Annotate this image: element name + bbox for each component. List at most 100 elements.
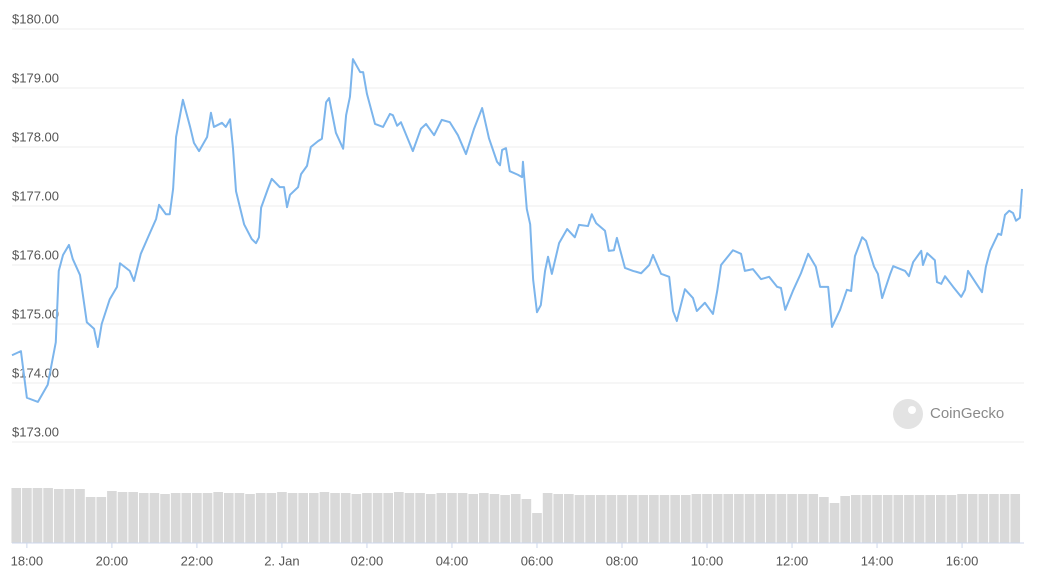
- y-tick-label: $180.00: [12, 11, 59, 26]
- volume-bar: [149, 493, 160, 543]
- volume-bar: [128, 492, 138, 543]
- volume-bar: [75, 489, 85, 543]
- volume-bar: [797, 494, 808, 543]
- volume-bar: [266, 493, 277, 543]
- x-tick-label: 02:00: [351, 553, 384, 568]
- x-tick-label: 04:00: [436, 553, 469, 568]
- volume-bar: [447, 493, 457, 543]
- volume-bar: [500, 495, 510, 543]
- volume-bar: [298, 493, 308, 543]
- volume-bar: [43, 488, 53, 543]
- x-tick-label: 08:00: [606, 553, 639, 568]
- x-tick-label: 10:00: [691, 553, 724, 568]
- volume-bar: [181, 493, 192, 543]
- volume-bar: [521, 499, 532, 543]
- y-tick-label: $179.00: [12, 70, 59, 85]
- volume-bar: [383, 493, 394, 543]
- volume-bar: [967, 494, 978, 543]
- volume-bar: [946, 495, 957, 543]
- volume-bar: [11, 488, 22, 543]
- volume-bar: [627, 495, 638, 543]
- volume-bar: [479, 493, 489, 543]
- volume-bar: [319, 492, 330, 543]
- volume-bar: [935, 495, 946, 543]
- volume-bar: [744, 494, 755, 543]
- volume-bar: [850, 495, 861, 543]
- volume-bar: [213, 492, 223, 543]
- volume-bar: [96, 497, 107, 543]
- volume-bar: [670, 495, 680, 543]
- volume-bar: [787, 494, 797, 543]
- y-tick-label: $176.00: [12, 247, 59, 262]
- volume-bar: [202, 493, 213, 543]
- x-tick-label: 14:00: [861, 553, 894, 568]
- x-tick-label: 20:00: [96, 553, 129, 568]
- y-tick-label: $178.00: [12, 129, 59, 144]
- volume-bar: [170, 493, 181, 543]
- volume-bar: [234, 493, 245, 543]
- volume-bar: [989, 494, 999, 543]
- volume-bar: [138, 493, 149, 543]
- watermark: CoinGecko: [893, 399, 1004, 429]
- watermark-text: CoinGecko: [930, 405, 1004, 422]
- volume-bar: [925, 495, 935, 543]
- volume-bar: [372, 493, 383, 543]
- watermark-logo-eye: [908, 406, 916, 414]
- volume-bar: [277, 492, 287, 543]
- x-tick-label: 18:00: [11, 553, 44, 568]
- volume-bar: [904, 495, 914, 543]
- volume-bar: [755, 494, 765, 543]
- y-tick-label: $175.00: [12, 306, 59, 321]
- volume-bar: [829, 503, 840, 543]
- volume-bar: [532, 513, 542, 543]
- volume-bar: [978, 494, 989, 543]
- volume-bar: [808, 494, 819, 543]
- x-tick-label: 12:00: [776, 553, 809, 568]
- volume-bar: [999, 494, 1010, 543]
- volume-bar: [691, 494, 702, 543]
- volume-bar: [107, 491, 117, 543]
- volume-bar: [606, 495, 617, 543]
- volume-bar: [712, 494, 723, 543]
- x-tick-label: 22:00: [181, 553, 214, 568]
- volume-bar: [53, 489, 64, 543]
- volume-bar: [585, 495, 595, 543]
- volume-bar: [872, 495, 882, 543]
- volume-bar: [404, 493, 415, 543]
- volume-bar: [734, 494, 744, 543]
- volume-bar: [489, 494, 500, 543]
- x-tick-label: 16:00: [946, 553, 979, 568]
- y-tick-label: $177.00: [12, 188, 59, 203]
- y-tick-label: $173.00: [12, 424, 59, 439]
- volume-bar: [564, 494, 574, 543]
- volume-bar: [255, 493, 266, 543]
- volume-bar: [819, 497, 829, 543]
- plot: $180.00 $179.00 $178.00 $177.00 $176.00 $175.…: [11, 11, 1024, 568]
- volume-bar: [117, 492, 128, 543]
- volume-bar: [861, 495, 872, 543]
- volume-bar: [245, 494, 255, 543]
- volume-bar: [574, 495, 585, 543]
- x-tick-label: 2. Jan: [264, 553, 299, 568]
- volume-bar: [468, 494, 479, 543]
- volume-bar: [351, 494, 362, 543]
- volume-bar: [340, 493, 351, 543]
- volume-bar: [457, 493, 468, 543]
- volume-bar: [160, 494, 170, 543]
- volume-bar: [638, 495, 649, 543]
- watermark-logo: [893, 399, 923, 429]
- volume-bar: [553, 494, 564, 543]
- volume-bar: [192, 493, 202, 543]
- volume-bar: [415, 493, 425, 543]
- price-line: [11, 58, 1023, 403]
- volume-bar: [765, 494, 776, 543]
- volume-bar: [1010, 494, 1021, 543]
- volume-bar: [776, 494, 787, 543]
- volume-bar: [840, 496, 850, 543]
- volume-bar: [64, 489, 75, 543]
- volume-bar: [223, 493, 234, 543]
- volume-bar: [287, 493, 298, 543]
- volume-bar: [659, 495, 670, 543]
- volume-bar: [425, 494, 436, 543]
